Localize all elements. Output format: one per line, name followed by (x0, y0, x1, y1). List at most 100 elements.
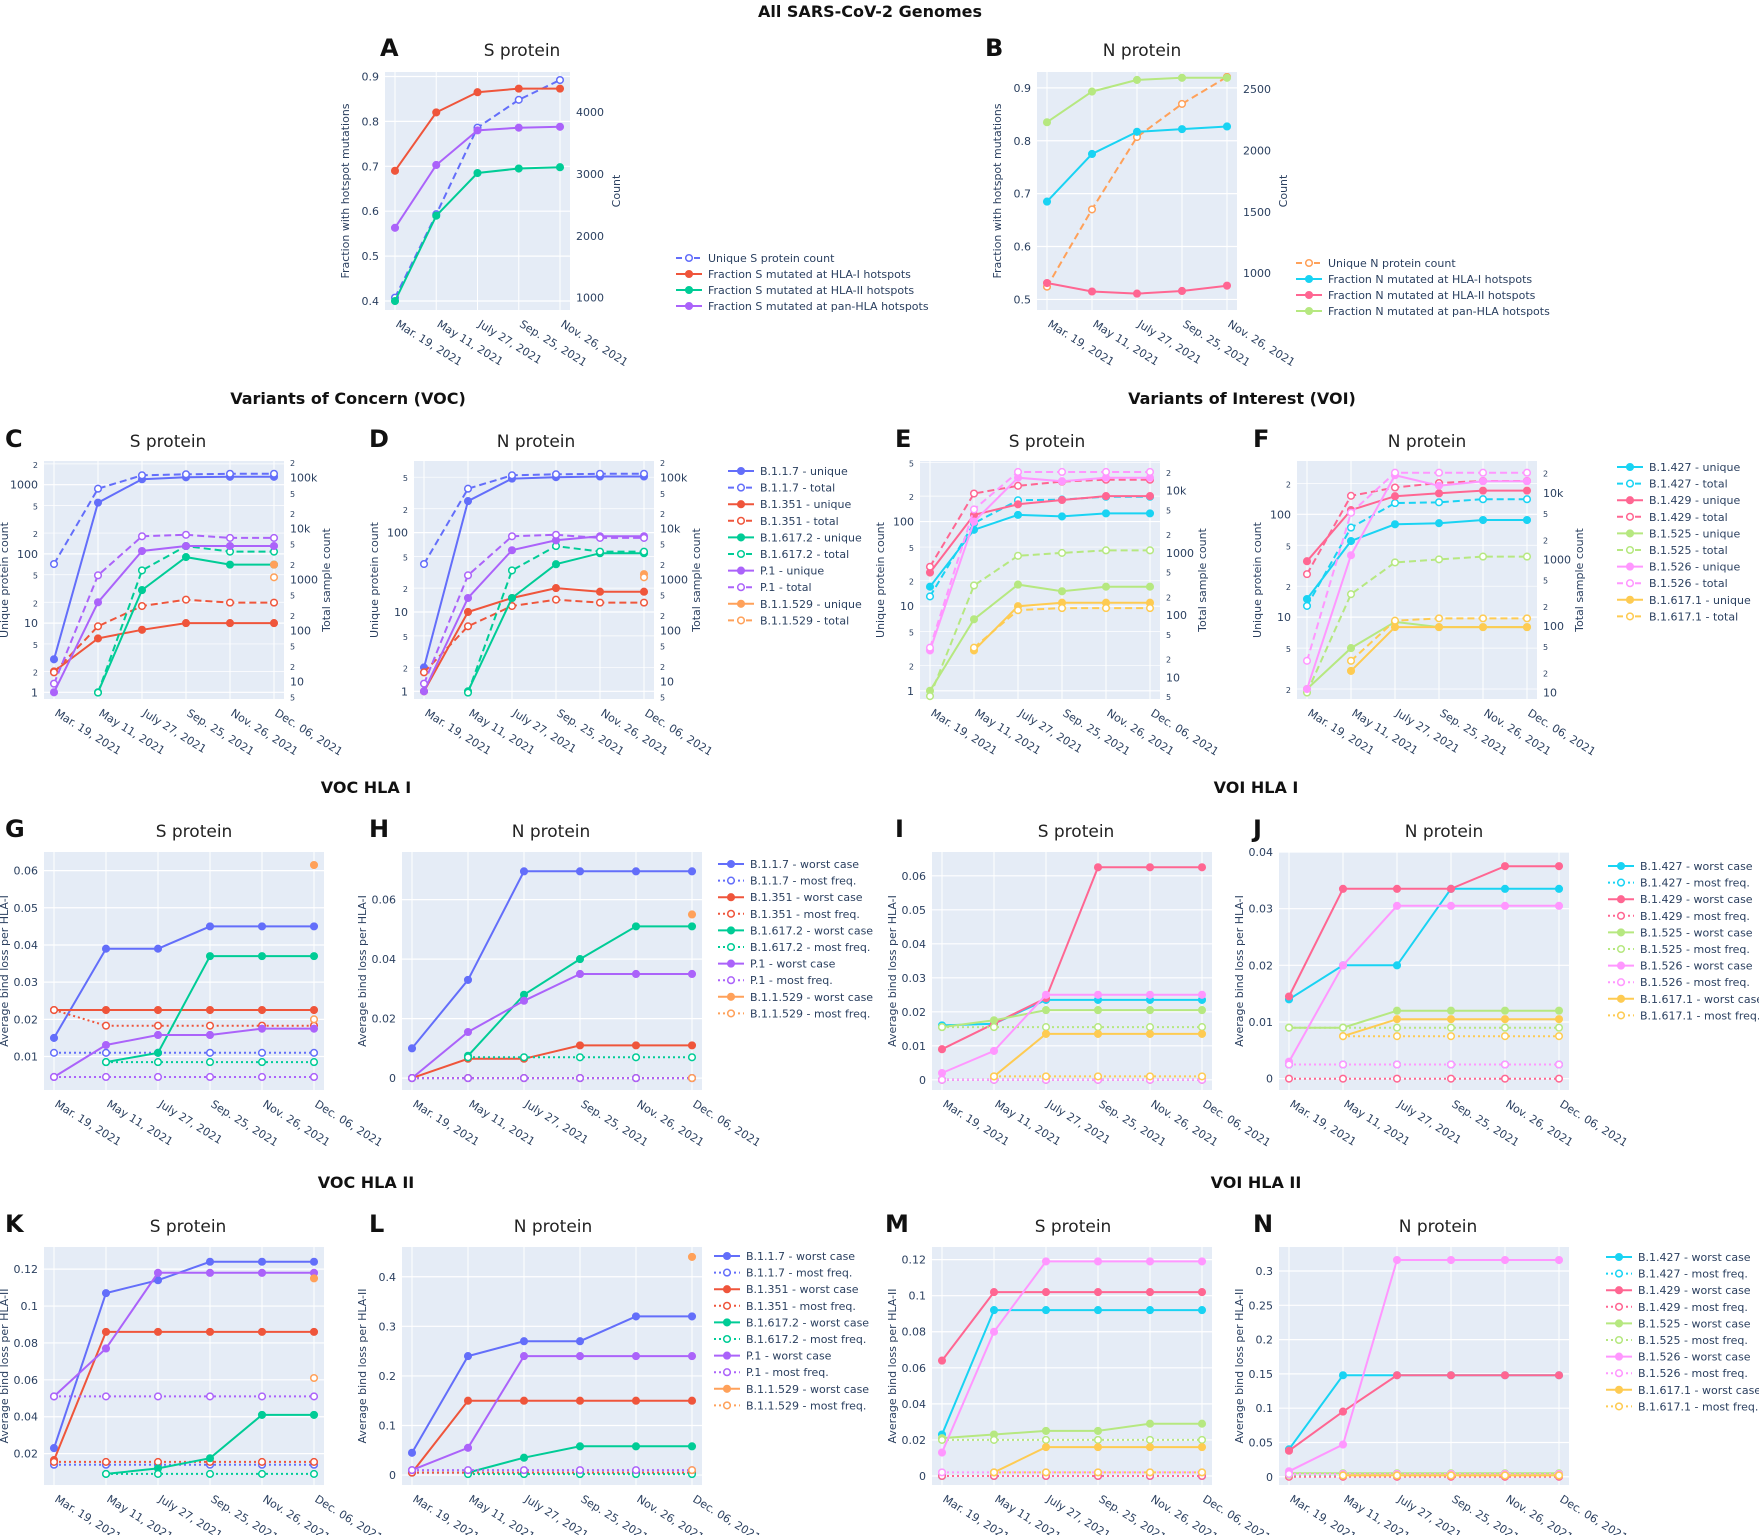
data-point (1434, 489, 1444, 498)
data-point (1057, 587, 1067, 596)
y2-tick-label: 5 (290, 490, 295, 499)
y-tick-label: 10 (1277, 611, 1291, 624)
y2-tick-label: 2 (1543, 470, 1548, 479)
y-tick-label: 0.06 (14, 1374, 39, 1387)
data-point (1554, 862, 1564, 871)
series-line (929, 583, 1150, 692)
data-point (1446, 1371, 1456, 1380)
data-point (1392, 1015, 1402, 1024)
y2-tick-label: 1000 (1543, 553, 1571, 566)
data-point (1041, 1257, 1051, 1266)
series-line (941, 1291, 1202, 1362)
data-point (519, 1053, 529, 1062)
legend-item: B.1.427 - worst case (1638, 1251, 1751, 1264)
legend-item: B.1.351 - most freq. (750, 908, 860, 921)
data-point (925, 562, 935, 571)
data-point (1302, 557, 1312, 566)
series-line (53, 1271, 314, 1398)
y-tick-label: 0.02 (1249, 959, 1274, 972)
y-tick-label: 0.2 (1256, 1334, 1274, 1347)
data-point (473, 168, 482, 178)
y-tick-label: 2 (1286, 686, 1291, 695)
data-point (1145, 1468, 1155, 1477)
data-point (1101, 492, 1111, 501)
y-axis-label: Average bind loss per HLA-II (886, 1288, 899, 1443)
y-tick-label: 1000 (10, 479, 38, 492)
series-line (929, 512, 1150, 588)
y2-tick-label: 1000 (660, 573, 688, 586)
legend-marker (1614, 1286, 1624, 1295)
data-point (101, 1005, 111, 1015)
legend-marker (736, 466, 746, 476)
series-line (1306, 480, 1527, 575)
data-point (1346, 536, 1356, 546)
series-line (411, 1399, 692, 1474)
data-point (1346, 644, 1356, 653)
data-point (1346, 491, 1356, 500)
legend-item: B.1.526 - worst case (1640, 960, 1753, 973)
legend-marker (736, 516, 746, 525)
chart-title: S protein (1035, 1217, 1112, 1237)
legend: Unique N protein count Fraction N mutated… (1296, 257, 1550, 318)
data-point (575, 1352, 585, 1361)
y2-tick-label: 1000 (576, 292, 604, 305)
legend-item: B.1.617.2 - worst case (750, 924, 873, 937)
series-line (941, 998, 1202, 1027)
data-point (1500, 1471, 1510, 1480)
data-point (969, 643, 979, 652)
data-point (1390, 483, 1400, 492)
data-point (257, 1410, 267, 1419)
data-point (463, 607, 473, 617)
y-tick-label: 5 (33, 503, 38, 512)
y2-tick-label: 10k (1543, 487, 1564, 500)
legend-marker (736, 583, 746, 592)
series-line (53, 545, 274, 693)
panel-letter: C (5, 425, 23, 453)
y-tick-label: 2 (403, 585, 408, 594)
series-line (929, 495, 1150, 597)
y-axis-label: Average bind loss per HLA-I (356, 895, 369, 1047)
legend-item: B.1.617.2 - unique (760, 531, 862, 544)
data-point (1478, 486, 1488, 495)
series-line (53, 925, 314, 1039)
data-point (309, 1392, 319, 1401)
data-point (257, 1327, 267, 1336)
legend-marker (722, 1318, 732, 1327)
series-line (1046, 76, 1228, 288)
legend-item: B.1.429 - worst case (1640, 893, 1753, 906)
legend-item: B.1.427 - most freq. (1640, 877, 1750, 890)
data-point (205, 952, 215, 961)
legend-marker (722, 1351, 732, 1360)
legend-marker (726, 942, 736, 952)
data-point (631, 1053, 641, 1062)
legend-item: B.1.526 - total (1649, 577, 1728, 590)
legend-item: B.1.525 - worst case (1640, 926, 1753, 939)
legend-marker (1616, 878, 1626, 887)
data-point (631, 1074, 641, 1083)
data-point (1145, 546, 1155, 555)
legend-marker (1614, 1402, 1624, 1411)
data-point (463, 1074, 473, 1083)
panel-letter: E (895, 425, 911, 453)
data-point (1013, 510, 1023, 519)
data-point (519, 996, 529, 1005)
data-point (507, 546, 517, 555)
data-point (309, 922, 319, 931)
data-point (1338, 1440, 1348, 1449)
data-point (137, 532, 147, 541)
legend-marker (1616, 944, 1626, 954)
legend-marker (722, 1368, 732, 1377)
y-tick-label: 5 (1286, 645, 1291, 654)
y-tick-label: 5 (909, 544, 914, 553)
data-point (463, 571, 473, 580)
legend-item: Fraction S mutated at pan-HLA hotspots (708, 300, 929, 313)
data-point (631, 922, 641, 931)
legend-item: Unique N protein count (1328, 257, 1456, 270)
series-line (411, 1315, 692, 1454)
data-point (309, 1015, 319, 1024)
y-tick-label: 5 (33, 572, 38, 581)
data-point (101, 1072, 111, 1082)
legend-marker (722, 1384, 732, 1393)
data-point (1057, 467, 1067, 477)
data-point (1390, 623, 1400, 632)
